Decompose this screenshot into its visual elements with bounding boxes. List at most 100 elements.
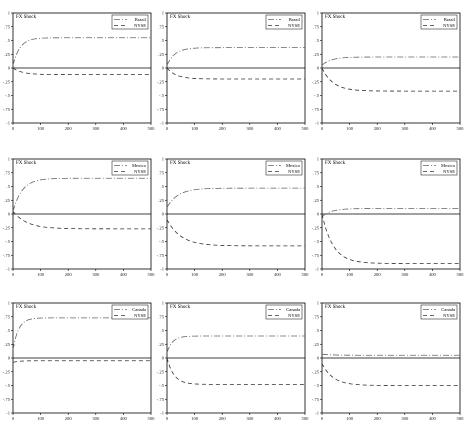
x-tick-label: 0 (12, 416, 15, 421)
series-line-nyse (12, 360, 151, 363)
x-tick-label: 500 (302, 272, 310, 277)
x-tick-label: 0 (166, 416, 169, 421)
y-tick-label: .25 (158, 52, 164, 57)
chart-title: FX Shock (16, 15, 37, 20)
y-tick-label: .75 (4, 314, 10, 319)
x-tick-label: 0 (321, 416, 324, 421)
chart-panel-brazil-a: 1.75.5.250-.25-.5-.75-10 100 200 300 400 500F… (3, 11, 155, 132)
x-tick-label: 300 (92, 272, 100, 277)
series-line-canada (166, 335, 305, 353)
x-tick-label: 100 (346, 416, 354, 421)
x-tick-label: 400 (429, 416, 437, 421)
chart-panel-mexico-b: 1.75.5.250-.25-.5-.75-10 100 200 300 400 500F… (157, 157, 309, 278)
y-tick-label: -.25 (157, 79, 165, 84)
chart-title: FX Shock (170, 161, 191, 166)
x-tick-label: 100 (37, 272, 45, 277)
x-tick-label: 400 (120, 272, 128, 277)
y-tick-label: -1 (6, 267, 11, 272)
legend-label-brazil: Brazil (135, 17, 147, 22)
chart-panel-canada-a: 1.75.5.250-.25-.5-.75-10 100 200 300 400 500F… (3, 301, 155, 422)
y-tick-label: -1 (160, 267, 165, 272)
y-tick-label: .5 (161, 328, 165, 333)
y-tick-label: 1 (8, 11, 11, 16)
y-tick-label: 0 (8, 66, 11, 71)
y-tick-label: 0 (162, 66, 165, 71)
legend-label-brazil: Brazil (289, 17, 301, 22)
series-line-nyse (166, 219, 305, 247)
y-tick-label: -.5 (314, 93, 320, 98)
x-tick-label: 400 (274, 126, 282, 131)
legend-label-nyse: NYSE (443, 313, 455, 318)
y-tick-label: 0 (317, 212, 320, 217)
x-tick-label: 300 (246, 272, 254, 277)
y-tick-label: -.75 (157, 253, 165, 258)
y-tick-label: -.25 (157, 225, 165, 230)
x-tick-label: 400 (120, 126, 128, 131)
x-tick-label: 0 (12, 126, 15, 131)
y-tick-label: -1 (160, 411, 165, 416)
x-tick-label: 300 (92, 126, 100, 131)
chart-panel-canada-c: 1.75.5.250-.25-.5-.75-10 100 200 300 400 500F… (312, 301, 464, 422)
y-tick-label: .75 (313, 314, 319, 319)
y-tick-label: -1 (6, 121, 11, 126)
legend-label-nyse: NYSE (134, 169, 146, 174)
legend-label-nyse: NYSE (288, 313, 300, 318)
y-tick-label: -.5 (159, 239, 165, 244)
chart-panel-brazil-c: 1.75.5.250-.25-.5-.75-10 100 200 300 400 500F… (312, 11, 464, 132)
y-tick-label: -.75 (312, 397, 320, 402)
series-line-nyse (166, 357, 305, 385)
y-tick-label: -1 (315, 121, 320, 126)
x-tick-label: 200 (65, 272, 73, 277)
y-tick-label: -.25 (3, 79, 11, 84)
chart-title: FX Shock (325, 15, 346, 20)
series-line-mexico (12, 177, 151, 212)
y-tick-label: 0 (317, 66, 320, 71)
y-tick-label: .75 (313, 24, 319, 29)
legend-label-mexico: Mexico (132, 163, 147, 168)
y-tick-label: .25 (4, 342, 10, 347)
series-line-nyse (321, 363, 460, 386)
series-line-mexico (166, 187, 305, 208)
series-line-mexico (321, 208, 460, 218)
x-tick-label: 300 (92, 416, 100, 421)
y-tick-label: -.25 (312, 369, 320, 374)
chart-title: FX Shock (170, 15, 191, 20)
series-line-brazil (166, 47, 305, 66)
y-tick-label: .25 (4, 52, 10, 57)
y-tick-label: .5 (7, 38, 11, 43)
series-line-brazil (321, 56, 460, 66)
y-tick-label: 1 (162, 11, 165, 16)
y-tick-label: -1 (315, 411, 320, 416)
series-line-brazil (12, 37, 151, 66)
y-tick-label: .25 (158, 198, 164, 203)
x-tick-label: 0 (166, 272, 169, 277)
x-tick-label: 100 (191, 272, 199, 277)
x-tick-label: 0 (12, 272, 15, 277)
y-tick-label: -.5 (159, 93, 165, 98)
series-line-canada (321, 353, 460, 356)
x-tick-label: 100 (37, 126, 45, 131)
y-tick-label: .75 (158, 24, 164, 29)
x-tick-label: 300 (401, 272, 409, 277)
y-tick-label: .75 (4, 24, 10, 29)
y-tick-label: -.5 (5, 93, 11, 98)
y-tick-label: 0 (8, 356, 11, 361)
y-tick-label: .75 (313, 170, 319, 175)
x-tick-label: 200 (65, 126, 73, 131)
y-tick-label: -.75 (312, 107, 320, 112)
legend-label-nyse: NYSE (288, 23, 300, 28)
y-tick-label: .75 (158, 170, 164, 175)
y-tick-label: .25 (313, 52, 319, 57)
series-line-nyse (321, 67, 460, 92)
chart-panel-mexico-c: 1.75.5.250-.25-.5-.75-10 100 200 300 400 500F… (312, 157, 464, 278)
legend-label-mexico: Mexico (441, 163, 456, 168)
y-tick-label: -1 (160, 121, 165, 126)
y-tick-label: 1 (8, 301, 11, 306)
y-tick-label: .25 (313, 342, 319, 347)
y-tick-label: -.25 (157, 369, 165, 374)
y-tick-label: 0 (317, 356, 320, 361)
x-tick-label: 400 (274, 272, 282, 277)
legend-label-canada: Canada (132, 307, 146, 312)
y-tick-label: -.5 (5, 383, 11, 388)
y-tick-label: -.75 (3, 253, 11, 258)
